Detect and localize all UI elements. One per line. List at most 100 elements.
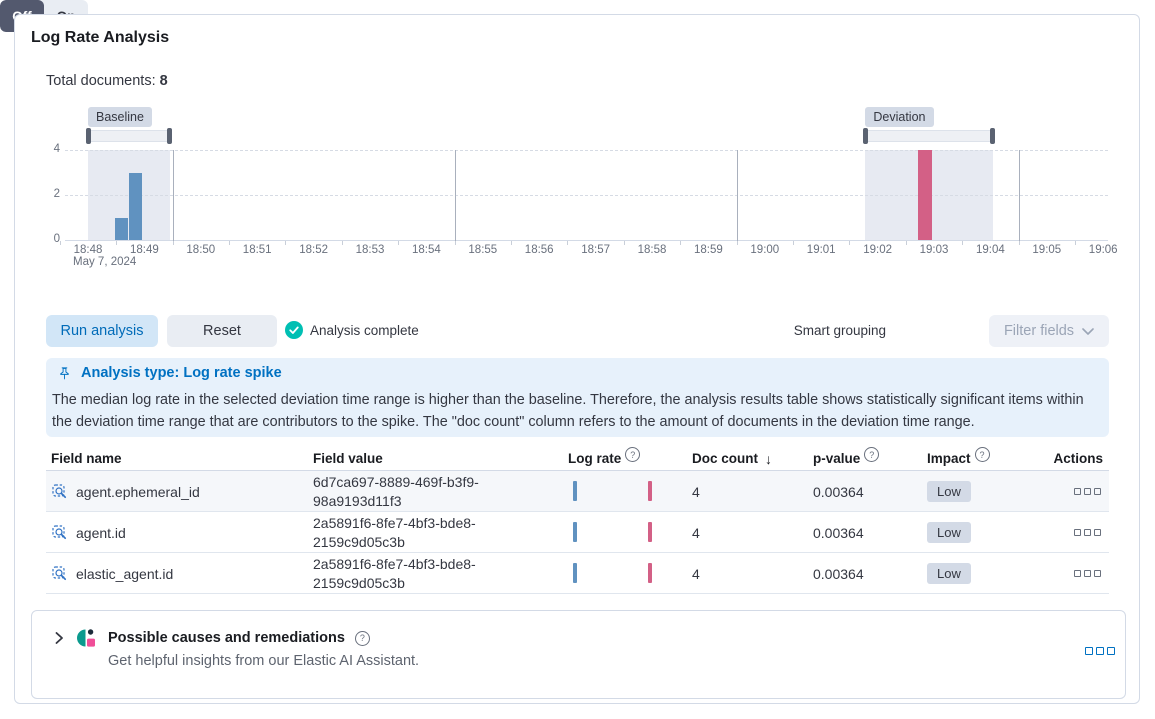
baseline-mini-bar: [573, 481, 577, 501]
column-header-p-value[interactable]: p-value?: [808, 447, 922, 466]
x-axis-tick: [567, 241, 569, 245]
p-value: 0.00364: [813, 483, 864, 500]
row-actions-icon[interactable]: [1074, 488, 1101, 495]
baseline-brush-left-handle[interactable]: [86, 128, 91, 144]
deviation-bar: [918, 150, 932, 240]
field-name: agent.id: [76, 524, 126, 541]
x-axis-tick: [962, 241, 964, 245]
y-axis-label: 0: [53, 233, 60, 245]
analysis-type-description: The median log rate in the selected devi…: [52, 392, 1084, 430]
elastic-ai-assistant-icon: [76, 628, 96, 653]
total-documents-value: 8: [159, 73, 168, 89]
x-axis-tick: [623, 241, 625, 245]
x-axis-tick: [905, 241, 907, 245]
analysis-type-callout-header: Analysis type: Log rate spike: [57, 365, 282, 381]
panel-actions-icon[interactable]: [1085, 647, 1115, 655]
baseline-brush-right-handle[interactable]: [166, 128, 172, 144]
reset-button[interactable]: Reset: [167, 315, 277, 347]
check-circle-icon: [285, 321, 303, 339]
deviation-brush-right-handle[interactable]: [990, 128, 996, 144]
deviation-mini-bar: [648, 481, 652, 501]
baseline-bar: [128, 172, 143, 240]
x-axis-tick: [736, 241, 738, 245]
analysis-status: Analysis complete: [285, 321, 419, 339]
p-value: 0.00364: [813, 524, 864, 541]
impact-badge: Low: [927, 481, 971, 502]
table-row: elastic_agent.id 2a5891f6-8fe7-4bf3-bde8…: [46, 553, 1109, 594]
x-axis-line: [65, 240, 1108, 241]
results-table-header: Field name Field value Log rate? Doc cou…: [46, 447, 1109, 471]
column-header-impact[interactable]: Impact?: [922, 447, 1035, 466]
x-axis-label: 18:59: [694, 244, 723, 256]
total-documents-label: Total documents:: [46, 73, 156, 89]
impact-info-icon[interactable]: ?: [974, 447, 990, 462]
log-rate-info-icon[interactable]: ?: [625, 447, 641, 462]
column-header-field-value[interactable]: Field value: [313, 451, 383, 466]
filter-fields-label: Filter fields: [1003, 323, 1075, 339]
row-actions-icon[interactable]: [1074, 529, 1101, 536]
row-actions-icon[interactable]: [1074, 570, 1101, 577]
x-axis-label: 19:06: [1088, 244, 1118, 256]
x-axis-label: 18:48: [73, 244, 103, 256]
x-axis-tick: [454, 241, 456, 245]
analysis-type-callout: [46, 358, 1109, 437]
document-count-chart: Baseline Deviation 0 2 4 18:48 18:49 18:50 18:51…: [0, 0, 1155, 280]
filter-fields-button[interactable]: Filter fields: [989, 315, 1109, 347]
x-axis-label: 18:50: [186, 244, 216, 256]
analysis-type-title: Analysis type: Log rate spike: [81, 365, 282, 381]
baseline-badge: Baseline: [88, 107, 152, 127]
deviation-brush[interactable]: [865, 130, 994, 142]
x-axis-label: 18:56: [524, 244, 554, 256]
x-axis-label: 19:04: [976, 244, 1005, 256]
field-name: agent.ephemeral_id: [76, 483, 200, 500]
possible-causes-panel[interactable]: [31, 610, 1126, 699]
possible-causes-subtitle: Get helpful insights from our Elastic AI…: [108, 653, 420, 669]
pin-icon: [57, 366, 72, 381]
p-value: 0.00364: [813, 565, 864, 582]
time-gridline: [454, 150, 456, 244]
x-axis-tick: [116, 241, 118, 245]
x-axis-tick: [1018, 241, 1020, 245]
field-statistics-icon[interactable]: [52, 565, 68, 582]
x-axis-tick: [680, 241, 682, 245]
x-axis-tick: [793, 241, 794, 245]
x-axis-tick: [341, 241, 343, 245]
x-axis-tick: [285, 241, 287, 245]
x-axis-tick: [59, 241, 61, 245]
run-analysis-button[interactable]: Run analysis: [46, 315, 158, 347]
x-axis-label: 18:58: [637, 244, 667, 256]
p-value-info-icon[interactable]: ?: [864, 447, 880, 462]
column-header-field-name[interactable]: Field name: [51, 451, 122, 466]
smart-grouping-label: Smart grouping: [793, 323, 886, 338]
total-documents: Total documents: 8: [46, 73, 168, 89]
log-rate-sparkline: [563, 512, 687, 553]
deviation-brush-left-handle[interactable]: [863, 128, 869, 144]
x-axis-date-label: May 7, 2024: [73, 256, 137, 268]
x-axis-label: 18:51: [242, 244, 272, 256]
x-axis-tick: [849, 241, 851, 245]
field-statistics-icon[interactable]: [52, 524, 68, 541]
possible-causes-header[interactable]: Possible causes and remediations ?: [108, 630, 370, 646]
y-gridline: [65, 195, 1108, 196]
field-statistics-icon[interactable]: [52, 483, 68, 500]
baseline-bar: [114, 217, 129, 240]
deviation-mini-bar: [648, 563, 652, 583]
column-header-actions: Actions: [1053, 451, 1103, 466]
page-title: Log Rate Analysis: [31, 29, 170, 46]
field-value: 2a5891f6-8fe7-4bf3-bde8-2159c9d05c3b: [313, 556, 476, 591]
column-header-doc-count[interactable]: Doc count ↓: [692, 450, 772, 467]
impact-badge: Low: [927, 522, 971, 543]
possible-causes-help-icon[interactable]: ?: [354, 630, 370, 646]
analysis-status-label: Analysis complete: [310, 322, 419, 338]
expand-chevron-icon[interactable]: [52, 631, 66, 650]
table-row: agent.id 2a5891f6-8fe7-4bf3-bde8-2159c9d…: [46, 512, 1109, 553]
x-axis-tick: [398, 241, 400, 245]
x-axis-label: 18:49: [130, 244, 159, 256]
baseline-mini-bar: [573, 563, 577, 583]
x-axis-tick: [511, 241, 512, 245]
baseline-brush[interactable]: [88, 130, 170, 142]
log-rate-sparkline: [563, 471, 687, 512]
doc-count: 4: [692, 524, 700, 541]
doc-count: 4: [692, 483, 700, 500]
column-header-log-rate[interactable]: Log rate?: [563, 447, 687, 466]
